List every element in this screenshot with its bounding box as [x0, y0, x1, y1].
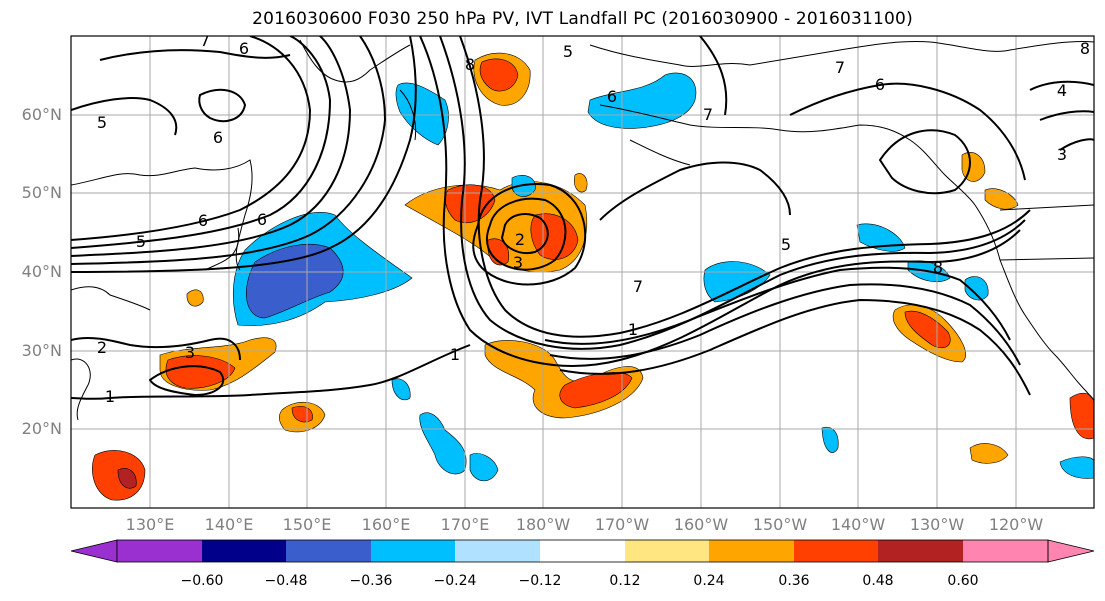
shade-orange-mexico — [969, 443, 1009, 464]
colorbar-tick-label: 0.12 — [609, 573, 641, 589]
colorbar-tick-label: 0.48 — [862, 573, 894, 589]
colorbar-cell — [455, 540, 540, 562]
colorbar — [70, 539, 1095, 563]
shade-orange-wpac-small — [186, 289, 204, 307]
shade-blue-sub1 — [419, 412, 467, 475]
lon-label: 120°W — [988, 515, 1044, 534]
colorbar-cell — [794, 540, 878, 562]
contour-label: 1 — [105, 387, 115, 406]
lon-label: 170°E — [440, 515, 490, 534]
contour-label: 2 — [97, 338, 107, 357]
colorbar-tick-label: −0.48 — [264, 573, 308, 589]
colorbar-cell — [286, 540, 371, 562]
contour-label: 7 — [703, 105, 713, 124]
shade-orange-bc — [984, 188, 1019, 210]
contour-label: 4 — [1057, 81, 1067, 100]
colorbar-tick-label: −0.36 — [349, 573, 393, 589]
contour-label: 1 — [450, 345, 460, 364]
lat-label: 60°N — [21, 105, 62, 124]
lat-label: 50°N — [21, 183, 62, 202]
colorbar-tick-label: −0.24 — [433, 573, 477, 589]
lon-label: 150°E — [282, 515, 332, 534]
contour-label: 5 — [781, 235, 791, 254]
colorbar-tick-label: 0.24 — [693, 573, 725, 589]
colorbar-tick-label: 0.36 — [778, 573, 810, 589]
contour-label: 3 — [1057, 145, 1067, 164]
ivt-shading — [92, 52, 1094, 501]
shade-red-wpac — [165, 355, 236, 389]
shade-blue-sub3 — [469, 453, 499, 482]
contour-label-group: 7 6 5 6 5 8 5 6 7 6 4 6 6 2 3 7 5 7 1 1 … — [97, 31, 1090, 406]
shade-red-nepac — [904, 310, 951, 349]
contour-label: 1 — [628, 320, 638, 339]
colorbar-cell — [202, 540, 286, 562]
shade-blue-se — [1059, 456, 1094, 479]
contour-label: 6 — [257, 210, 267, 229]
colorbar-cell — [878, 540, 963, 562]
lat-label: 20°N — [21, 419, 62, 438]
lat-label: 30°N — [21, 341, 62, 360]
shade-darkred-philippines — [117, 468, 137, 489]
contour-label: 3 — [513, 253, 523, 272]
contour-label: 5 — [97, 113, 107, 132]
lon-label: 160°E — [361, 515, 411, 534]
lon-label: 130°W — [909, 515, 965, 534]
shade-blue-sub5 — [821, 426, 839, 453]
colorbar-cell — [540, 540, 625, 562]
shade-red-mexico — [1069, 392, 1094, 440]
map-frame — [70, 35, 1095, 509]
contour-label: 8 — [933, 258, 943, 277]
shade-red-cyclone-c — [487, 238, 510, 266]
colorbar-extend-max — [1047, 539, 1095, 563]
contour-label: 5 — [136, 232, 146, 251]
shade-blue-west — [964, 276, 989, 301]
contour-label: 6 — [875, 75, 885, 94]
lon-label: 130°E — [125, 515, 175, 534]
contour-label: 8 — [1080, 39, 1090, 58]
colorbar-cell — [709, 540, 794, 562]
colorbar-tick-label: 0.60 — [947, 573, 979, 589]
shade-blue-alaska — [587, 72, 697, 129]
lon-label: 150°W — [752, 515, 808, 534]
colorbar-cell — [117, 540, 202, 562]
pv-contours — [71, 36, 1094, 400]
shade-blue-sub2 — [391, 378, 411, 401]
contour-label: 7 — [835, 58, 845, 77]
contour-label: 6 — [239, 39, 249, 58]
contour-label: 3 — [185, 343, 195, 362]
contour-label: 2 — [515, 230, 525, 249]
contour-label: 6 — [213, 128, 223, 147]
shade-red-bering — [479, 58, 519, 92]
lon-label: 180°W — [515, 515, 571, 534]
contour-label: 6 — [198, 211, 208, 230]
lon-label: 140°W — [830, 515, 886, 534]
shade-blue-kamchatka — [395, 82, 449, 146]
map-title: 2016030600 F030 250 hPa PV, IVT Landfall… — [252, 9, 913, 29]
lon-label: 170°W — [594, 515, 650, 534]
contour-label: 5 — [563, 42, 573, 61]
colorbar-cell — [371, 540, 455, 562]
lon-label: 160°W — [673, 515, 729, 534]
colorbar-tick-label: −0.12 — [518, 573, 562, 589]
contour-label: 8 — [465, 55, 475, 74]
contour-label: 7 — [633, 277, 643, 296]
shade-red-subtrop — [559, 372, 633, 409]
lat-label: 40°N — [21, 262, 62, 281]
contour-label: 7 — [200, 31, 210, 50]
contour-label: 6 — [607, 87, 617, 106]
shade-orange-small-b — [574, 173, 588, 193]
colorbar-cell — [625, 540, 709, 562]
colorbar-extend-min — [70, 539, 118, 563]
colorbar-cell — [963, 540, 1048, 562]
colorbar-tick-label: −0.60 — [180, 573, 224, 589]
lon-label: 140°E — [204, 515, 254, 534]
